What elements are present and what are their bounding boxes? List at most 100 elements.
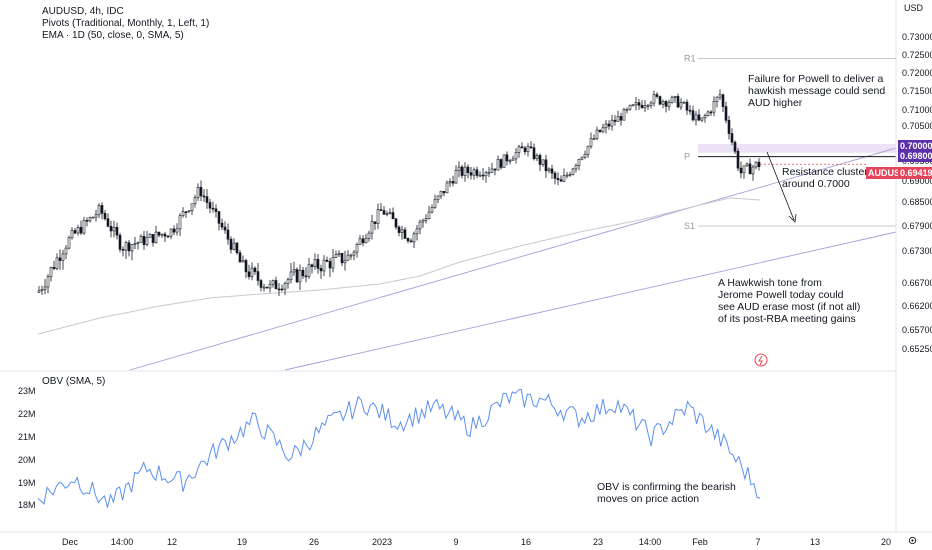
candle-body	[61, 253, 65, 261]
candle-body	[694, 114, 698, 121]
candle-body	[211, 207, 215, 210]
candle-body	[484, 172, 488, 177]
candle-body	[127, 242, 131, 252]
obv-tick-label: 20M	[18, 455, 36, 465]
candle-body	[307, 264, 311, 277]
candle-body	[298, 269, 302, 283]
candle-body	[346, 254, 350, 261]
candle-body	[499, 159, 503, 168]
candle-body	[544, 159, 548, 172]
candle-body	[205, 196, 209, 203]
obv-series-line	[37, 388, 761, 508]
candle-body	[208, 202, 212, 209]
candle-body	[271, 280, 275, 285]
trendlines	[37, 147, 897, 371]
candle-body	[124, 242, 128, 251]
candle-body	[256, 271, 260, 281]
candle-body	[610, 119, 614, 127]
time-tick-label: 14:00	[111, 537, 134, 547]
symbol-title: AUDUSD, 4h, IDC	[42, 6, 124, 17]
ema-legend[interactable]: EMA · 1D (50, close, 0, SMA, 5)	[42, 30, 184, 41]
candle-body	[517, 146, 521, 153]
candle-body	[400, 229, 404, 233]
candle-body	[526, 146, 530, 153]
candle-body	[88, 217, 92, 222]
arrows	[754, 151, 797, 367]
time-tick-label: 14:00	[639, 537, 662, 547]
candle-body	[700, 117, 704, 121]
candle-body	[643, 105, 647, 109]
candle-body	[301, 269, 305, 277]
candle-body	[478, 174, 482, 177]
candle-body	[397, 226, 401, 233]
candle-body	[466, 166, 470, 173]
candle-body	[424, 218, 428, 221]
candles	[37, 89, 866, 297]
obv-legend[interactable]: OBV (SMA, 5)	[42, 376, 106, 387]
candle-body	[235, 242, 239, 254]
candle-body	[178, 215, 182, 230]
candle-body	[97, 205, 101, 216]
candle-body	[751, 166, 755, 175]
candle-body	[343, 259, 347, 264]
candle-body	[250, 267, 254, 277]
event-icon	[754, 353, 768, 367]
candle-body	[130, 244, 134, 252]
candle-body	[451, 181, 455, 184]
candle-body	[505, 154, 509, 162]
candle-body	[85, 220, 89, 222]
candle-body	[277, 288, 281, 291]
time-tick-label: 2023	[372, 537, 392, 547]
price-tick-label: 0.71000	[902, 105, 932, 115]
trendline-lower	[284, 231, 897, 371]
candle-body	[364, 238, 368, 244]
candle-body	[70, 230, 74, 239]
candle-body	[691, 110, 695, 121]
annotation-bottom-line: Jerome Powell today could	[718, 289, 844, 301]
candle-body	[412, 233, 416, 243]
pivots-legend[interactable]: Pivots (Traditional, Monthly, 1, Left, 1…	[42, 18, 210, 29]
candle-body	[631, 104, 635, 107]
candle-body	[703, 115, 707, 119]
candle-body	[331, 257, 335, 269]
candle-body	[46, 276, 50, 288]
price-tick-label: 0.67300	[902, 246, 932, 256]
candle-body	[376, 209, 380, 224]
bearish-arrow	[766, 151, 795, 221]
candle-body	[91, 216, 95, 219]
candle-body	[634, 102, 638, 106]
time-tick-label: 7	[755, 537, 760, 547]
candle-body	[94, 214, 98, 218]
candle-body	[658, 96, 662, 105]
annotation-resistance-line: Resistance cluster	[782, 166, 868, 178]
candle-body	[430, 207, 434, 213]
candle-body	[133, 243, 137, 245]
candle-body	[355, 243, 359, 253]
obv-tick-label: 18M	[18, 500, 36, 510]
candle-body	[55, 257, 59, 269]
candle-body	[373, 221, 377, 224]
candle-body	[613, 119, 617, 122]
candle-body	[520, 146, 524, 149]
candle-body	[721, 94, 725, 107]
candle-body	[100, 205, 104, 214]
candle-body	[565, 174, 569, 177]
candle-body	[649, 102, 653, 106]
candle-body	[481, 174, 485, 177]
annotation-bottom-line: see AUD erase most (if not all)	[718, 301, 861, 313]
candle-body	[511, 158, 515, 161]
candle-body	[160, 233, 164, 236]
chart-settings-icon[interactable]	[908, 536, 917, 545]
annotation-obv-line: OBV is confirming the bearish	[597, 481, 736, 493]
pivot-label-p: P	[684, 152, 690, 162]
resistance-zone	[698, 144, 896, 153]
time-tick-label: 19	[237, 537, 247, 547]
candle-body	[64, 247, 68, 255]
candle-body	[367, 232, 371, 239]
candle-body	[181, 211, 185, 217]
candle-body	[361, 238, 365, 244]
candle-body	[559, 179, 563, 182]
annotation-bottom: A Hawkwish tone from Jerome Powell today…	[718, 277, 860, 325]
candle-body	[487, 171, 491, 174]
